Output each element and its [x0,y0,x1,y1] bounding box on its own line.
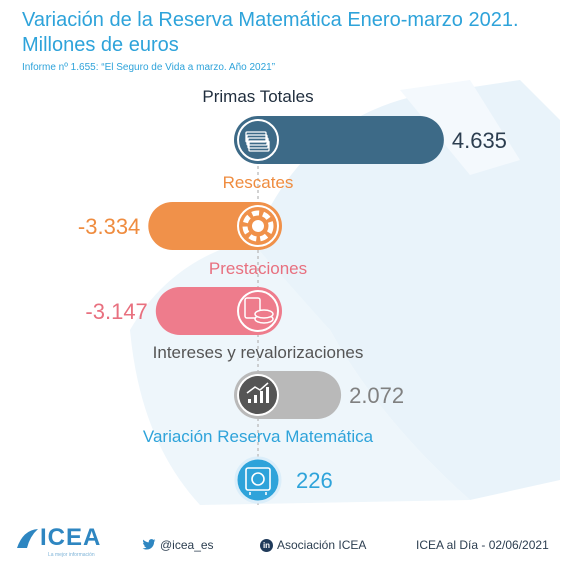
value-label: 2.072 [349,383,404,408]
category-label: Primas Totales [202,87,313,106]
twitter-icon [142,539,156,550]
bar-variacion [234,456,282,504]
logo-text: ICEA [40,524,102,551]
calculator-coins-icon [237,290,279,332]
footer-date: ICEA al Día - 02/06/2021 [416,538,549,552]
bar-2 [155,287,282,335]
value-label: 226 [296,468,333,493]
money-stack-icon [237,119,279,161]
lifebuoy-icon [237,205,279,247]
linkedin-icon: in [260,538,273,552]
growth-chart-icon [237,374,279,416]
logo-tagline: La mejor información [48,552,95,558]
category-label: Variación Reserva Matemática [143,427,374,446]
safe-icon [245,467,271,495]
title-line-1: Variación de la Reserva Matemática Enero… [22,9,519,31]
linkedin-name: Asociación ICEA [277,538,367,552]
icea-logo-icon [17,529,38,548]
twitter-link[interactable]: @icea_es [142,538,214,552]
value-label: -3.147 [85,299,147,324]
category-label: Rescates [223,173,294,192]
footer: ICEA La mejor información @icea_es in As… [0,520,567,567]
linkedin-link[interactable]: in Asociación ICEA [260,538,366,552]
icea-logo[interactable]: ICEA La mejor información [14,524,102,558]
title-line-2: Millones de euros [22,34,179,56]
chart-title: Variación de la Reserva Matemática Enero… [22,8,542,58]
twitter-handle: @icea_es [160,538,214,552]
value-label: 4.635 [452,128,507,153]
value-label: -3.334 [78,214,140,239]
category-label: Prestaciones [209,259,307,278]
chart-subtitle: Informe nº 1.655: “El Seguro de Vida a m… [22,62,276,73]
category-label: Intereses y revalorizaciones [153,343,364,362]
bar-0 [234,116,444,164]
